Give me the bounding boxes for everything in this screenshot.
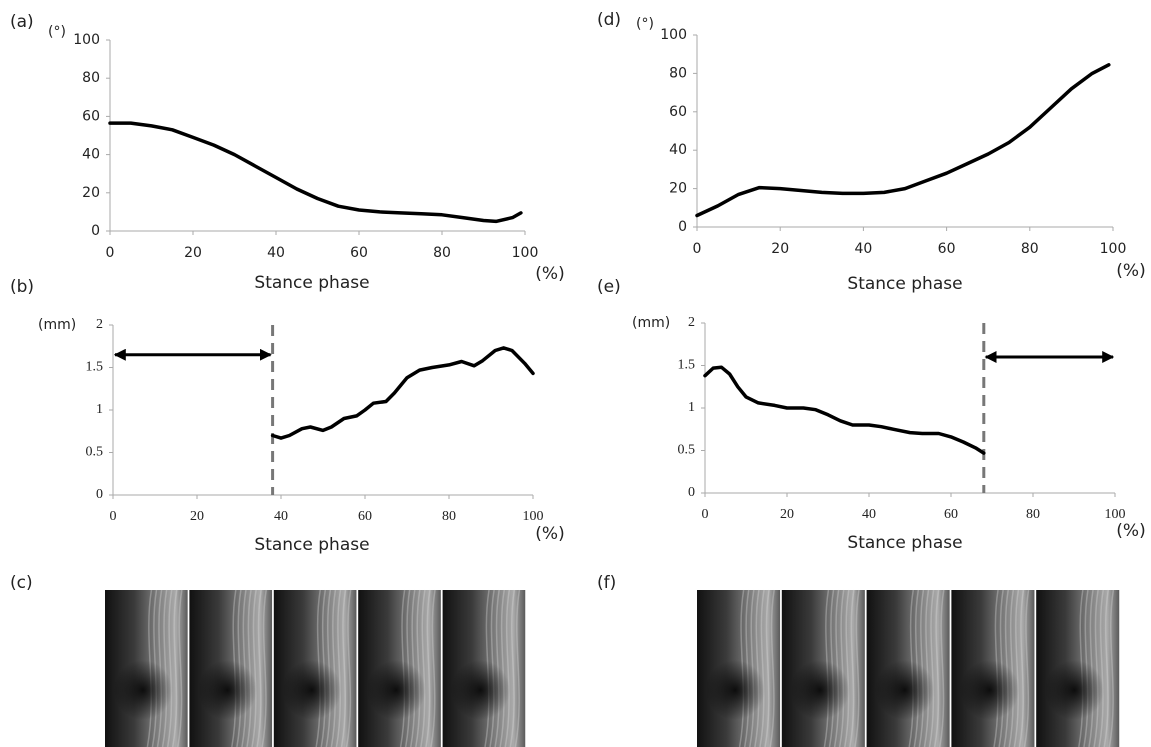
y-tick-label: 2 (96, 317, 103, 332)
y-tick-label: 0 (688, 485, 695, 500)
x-tick-label: 100 (1100, 241, 1127, 257)
x-tick-label: 80 (1026, 507, 1040, 522)
x-axis-title: Stance phase (254, 273, 369, 293)
dark-region (367, 660, 426, 720)
dark-region (282, 660, 341, 720)
ultrasound-images (105, 590, 1120, 747)
x-tick-label: 100 (512, 245, 539, 261)
y-unit: (°) (636, 16, 654, 32)
y-tick-label: 1 (96, 402, 103, 417)
y-tick-label: 40 (669, 142, 687, 158)
y-tick-label: 0 (678, 219, 687, 235)
data-line (110, 123, 521, 221)
x-tick-label: 40 (854, 241, 872, 257)
x-unit: (%) (1116, 521, 1145, 541)
dark-region (705, 660, 764, 720)
panel-label: (e) (597, 277, 621, 297)
y-tick-label: 1.5 (86, 360, 104, 375)
x-tick-label: 20 (184, 245, 202, 261)
x-tick-label: 100 (1105, 507, 1126, 522)
x-tick-label: 80 (1021, 241, 1039, 257)
x-tick-label: 80 (433, 245, 451, 261)
x-axis-title: Stance phase (847, 274, 962, 294)
x-axis-title: Stance phase (254, 535, 369, 555)
x-tick-label: 60 (944, 507, 958, 522)
x-axis-title: Stance phase (847, 533, 962, 553)
dark-region (790, 660, 849, 720)
data-line (697, 65, 1109, 216)
y-tick-label: 60 (669, 104, 687, 120)
dark-region (960, 660, 1019, 720)
figure: (a)(°)Stance phase(%)0204060801000204060… (0, 0, 1151, 747)
y-tick-label: 60 (82, 108, 100, 124)
y-tick-label: 0 (91, 223, 100, 239)
dark-region (113, 660, 172, 720)
y-tick-label: 20 (82, 185, 100, 201)
dark-region (875, 660, 934, 720)
x-tick-label: 20 (780, 507, 794, 522)
y-tick-label: 100 (660, 27, 687, 43)
y-tick-label: 1 (688, 400, 695, 415)
x-tick-label: 0 (702, 507, 709, 522)
panel-label: (b) (10, 277, 34, 297)
x-tick-label: 0 (693, 241, 702, 257)
x-unit: (%) (1116, 261, 1145, 281)
x-tick-label: 40 (274, 509, 288, 524)
x-tick-label: 40 (267, 245, 285, 261)
y-tick-label: 100 (73, 32, 100, 48)
data-line (705, 367, 984, 453)
y-tick-label: 0 (96, 487, 103, 502)
y-tick-label: 0.5 (86, 445, 104, 460)
x-tick-label: 20 (190, 509, 204, 524)
x-unit: (%) (535, 264, 564, 284)
x-tick-label: 60 (350, 245, 368, 261)
y-tick-label: 80 (82, 70, 100, 86)
panel-label: (c) (10, 573, 33, 593)
y-tick-label: 40 (82, 147, 100, 163)
x-tick-label: 100 (523, 509, 544, 524)
y-unit: (mm) (38, 317, 76, 333)
x-tick-label: 80 (442, 509, 456, 524)
x-tick-label: 60 (938, 241, 956, 257)
x-tick-label: 60 (358, 509, 372, 524)
dark-region (1045, 660, 1104, 720)
panel-label: (f) (597, 573, 616, 593)
panel-label: (a) (10, 12, 34, 32)
panel-label: (d) (597, 10, 621, 30)
y-unit: (mm) (632, 315, 670, 331)
dark-region (451, 660, 510, 720)
x-tick-label: 0 (106, 245, 115, 261)
y-tick-label: 1.5 (678, 358, 696, 373)
x-unit: (%) (535, 524, 564, 544)
x-tick-label: 40 (862, 507, 876, 522)
data-line (273, 348, 533, 438)
x-tick-label: 20 (771, 241, 789, 257)
y-unit: (°) (48, 24, 66, 40)
y-tick-label: 80 (669, 65, 687, 81)
x-tick-label: 0 (110, 509, 117, 524)
y-tick-label: 20 (669, 181, 687, 197)
y-tick-label: 0.5 (678, 443, 696, 458)
y-tick-label: 2 (688, 315, 695, 330)
dark-region (198, 660, 257, 720)
